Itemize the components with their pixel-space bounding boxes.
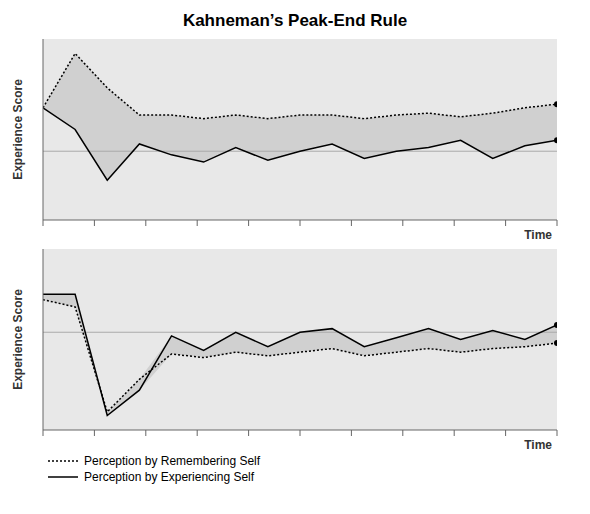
svg-text:Time: Time (524, 438, 552, 452)
svg-text:Experience Score: Experience Score (11, 289, 25, 390)
html-text:Kahneman’s Peak-End Rule: Kahneman’s Peak-End Rule (182, 11, 408, 30)
svg-text:Experience Score: Experience Score (11, 79, 25, 180)
html-text:Perception by Experiencing Sel: Perception by Experiencing Self (84, 470, 255, 484)
html-text:Perception by Remembering Self: Perception by Remembering Self (84, 454, 261, 468)
svg-text:Time: Time (524, 228, 552, 242)
